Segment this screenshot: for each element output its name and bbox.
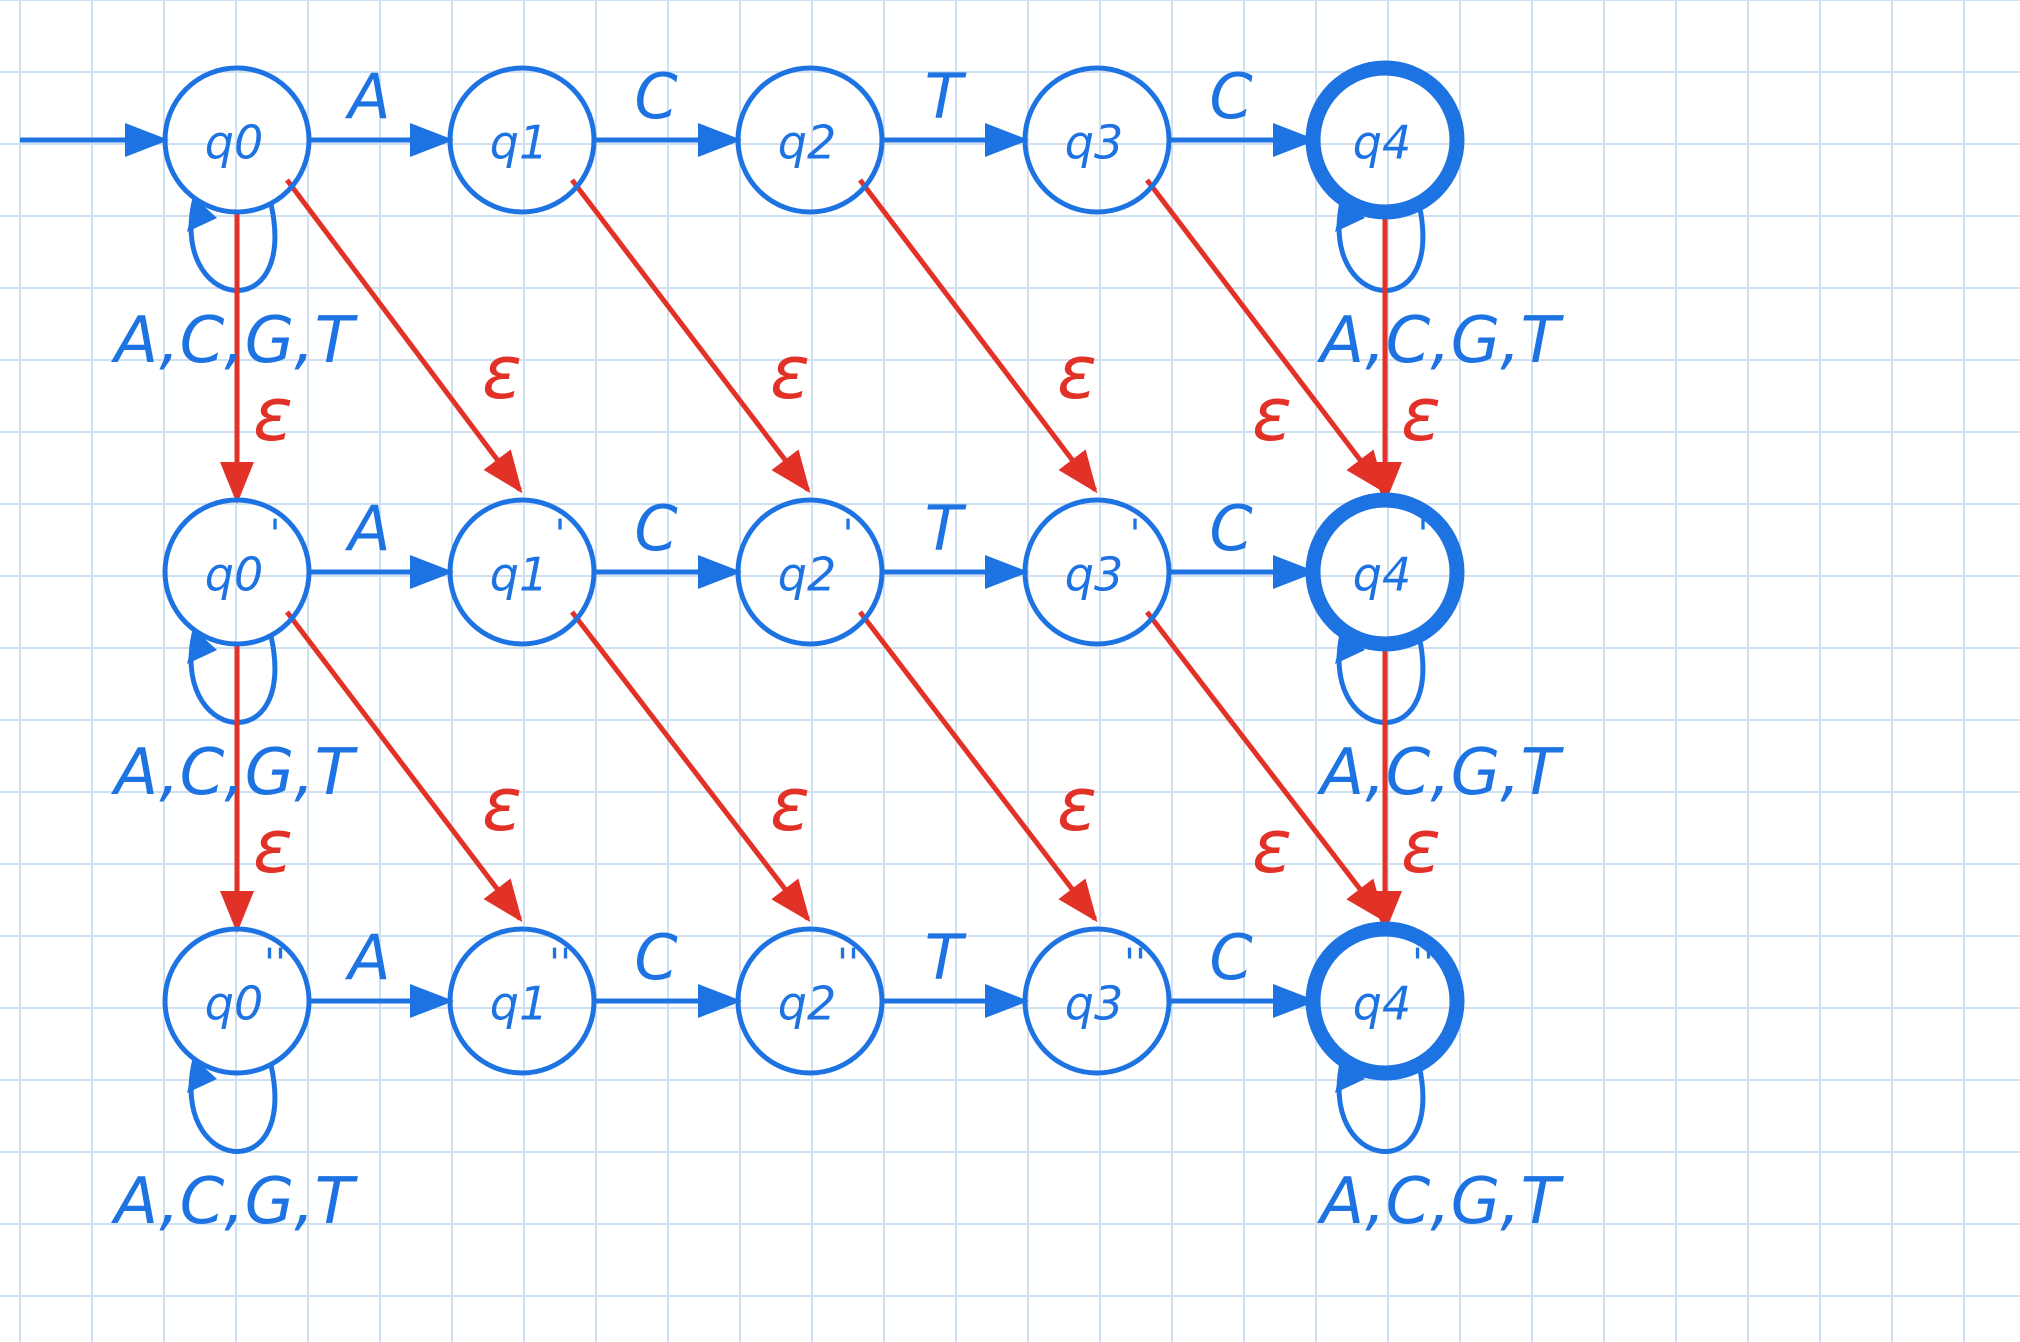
state-label: q2 [778, 116, 836, 170]
state-label: q0 [205, 116, 263, 170]
transition-label: A [344, 492, 390, 565]
state-label: q3 [1065, 977, 1123, 1031]
state-prime: '' [837, 941, 859, 987]
transition-label: C [1209, 492, 1253, 565]
state-label: q1 [490, 977, 548, 1031]
transition-label: C [1209, 60, 1253, 133]
state-q3-double-prime [1022, 926, 1172, 1076]
state-prime: '' [1412, 941, 1434, 987]
transition-label: C [634, 60, 678, 133]
state-label: q4 [1353, 116, 1411, 170]
transition-label: A [344, 60, 390, 133]
state-label: q0 [205, 548, 263, 602]
epsilon-label: ε [1401, 372, 1441, 458]
transition-label: C [634, 492, 678, 565]
epsilon-arrow-diagonal [285, 610, 523, 923]
state-q4 [1305, 60, 1465, 220]
state-q1 [447, 65, 597, 215]
state-prime: '' [549, 941, 571, 987]
state-q1-prime [447, 497, 597, 647]
state-q3 [1022, 65, 1172, 215]
state-q1-double-prime [447, 926, 597, 1076]
state-label: q4 [1353, 548, 1411, 602]
state-q4-prime [1305, 492, 1465, 652]
self-loop-label: A,C,G,T [1316, 304, 1564, 378]
self-loop-label: A,C,G,T [1316, 1165, 1564, 1239]
epsilon-label: ε [770, 762, 810, 848]
state-label: q2 [778, 977, 836, 1031]
state-label: q1 [490, 116, 548, 170]
transition-label: T [925, 921, 967, 994]
self-loop [188, 629, 278, 725]
epsilon-arrow-diagonal [570, 178, 811, 494]
self-loop [188, 1058, 278, 1154]
state-q2 [735, 65, 885, 215]
self-loop [1336, 197, 1426, 293]
epsilon-transitions [220, 178, 1402, 933]
state-prime: ' [555, 512, 566, 558]
state-label: q3 [1065, 548, 1123, 602]
epsilon-arrow-diagonal [1145, 610, 1386, 923]
self-loop-label: A,C,G,T [110, 736, 358, 810]
epsilon-arrow-diagonal [858, 178, 1098, 494]
state-q0-double-prime [162, 926, 312, 1076]
self-loop-arrowhead [187, 630, 217, 664]
state-label: q2 [778, 548, 836, 602]
transition-label: T [925, 60, 967, 133]
transition-label: C [1209, 921, 1253, 994]
epsilon-label: ε [253, 804, 293, 890]
self-loop-label: A,C,G,T [110, 304, 358, 378]
transition-label: T [925, 492, 967, 565]
epsilon-label: ε [253, 372, 293, 458]
epsilon-label: ε [1057, 330, 1097, 416]
state-prime: ' [843, 512, 854, 558]
state-q4-double-prime [1305, 921, 1465, 1081]
state-prime: '' [1124, 941, 1146, 987]
state-prime: ' [1130, 512, 1141, 558]
state-q0-prime [162, 497, 312, 647]
epsilon-arrow-diagonal [285, 178, 523, 494]
self-loop-label: A,C,G,T [1316, 736, 1564, 810]
self-loop-arrowhead [187, 198, 217, 232]
epsilon-label: ε [770, 330, 810, 416]
states [162, 60, 1465, 1081]
epsilon-label: ε [1252, 804, 1292, 890]
labels: A,C,G,T A,C,G,T A C T Cq0 q1 q2 q3 q4 A,C,G,T A,C,G… [110, 60, 1564, 1239]
state-q3-prime [1022, 497, 1172, 647]
state-label: q0 [205, 977, 263, 1031]
transition-label: A [344, 921, 390, 994]
state-q2-prime [735, 497, 885, 647]
epsilon-label: ε [1252, 372, 1292, 458]
self-loop-label: A,C,G,T [110, 1165, 358, 1239]
self-loop [188, 197, 278, 293]
transition-label: C [634, 921, 678, 994]
state-prime: ' [270, 512, 281, 558]
state-label: q4 [1353, 977, 1411, 1031]
epsilon-arrow-diagonal [858, 610, 1098, 923]
state-q0 [162, 65, 312, 215]
symbol-transitions [20, 123, 1317, 1018]
epsilon-label: ε [1401, 804, 1441, 890]
epsilon-arrow-diagonal [1145, 178, 1386, 494]
state-prime: ' [1418, 512, 1429, 558]
self-loop [1336, 629, 1426, 725]
epsilon-arrow-diagonal [570, 610, 811, 923]
epsilon-label: ε [482, 330, 522, 416]
state-prime: '' [264, 941, 286, 987]
epsilon-label: ε [1057, 762, 1097, 848]
self-loop-arrowhead [187, 1059, 217, 1093]
state-q2-double-prime [735, 926, 885, 1076]
self-loop [1336, 1058, 1426, 1154]
state-label: q1 [490, 548, 548, 602]
state-label: q3 [1065, 116, 1123, 170]
epsilon-label: ε [482, 762, 522, 848]
